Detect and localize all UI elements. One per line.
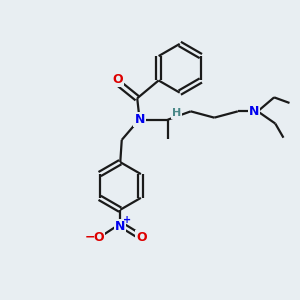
Text: O: O — [94, 231, 104, 244]
Text: H: H — [172, 108, 181, 118]
Text: N: N — [249, 105, 259, 118]
Text: −: − — [85, 230, 95, 243]
Text: N: N — [115, 220, 125, 232]
Text: O: O — [136, 231, 147, 244]
Text: N: N — [134, 113, 145, 126]
Text: +: + — [123, 214, 131, 224]
Text: O: O — [112, 73, 123, 86]
